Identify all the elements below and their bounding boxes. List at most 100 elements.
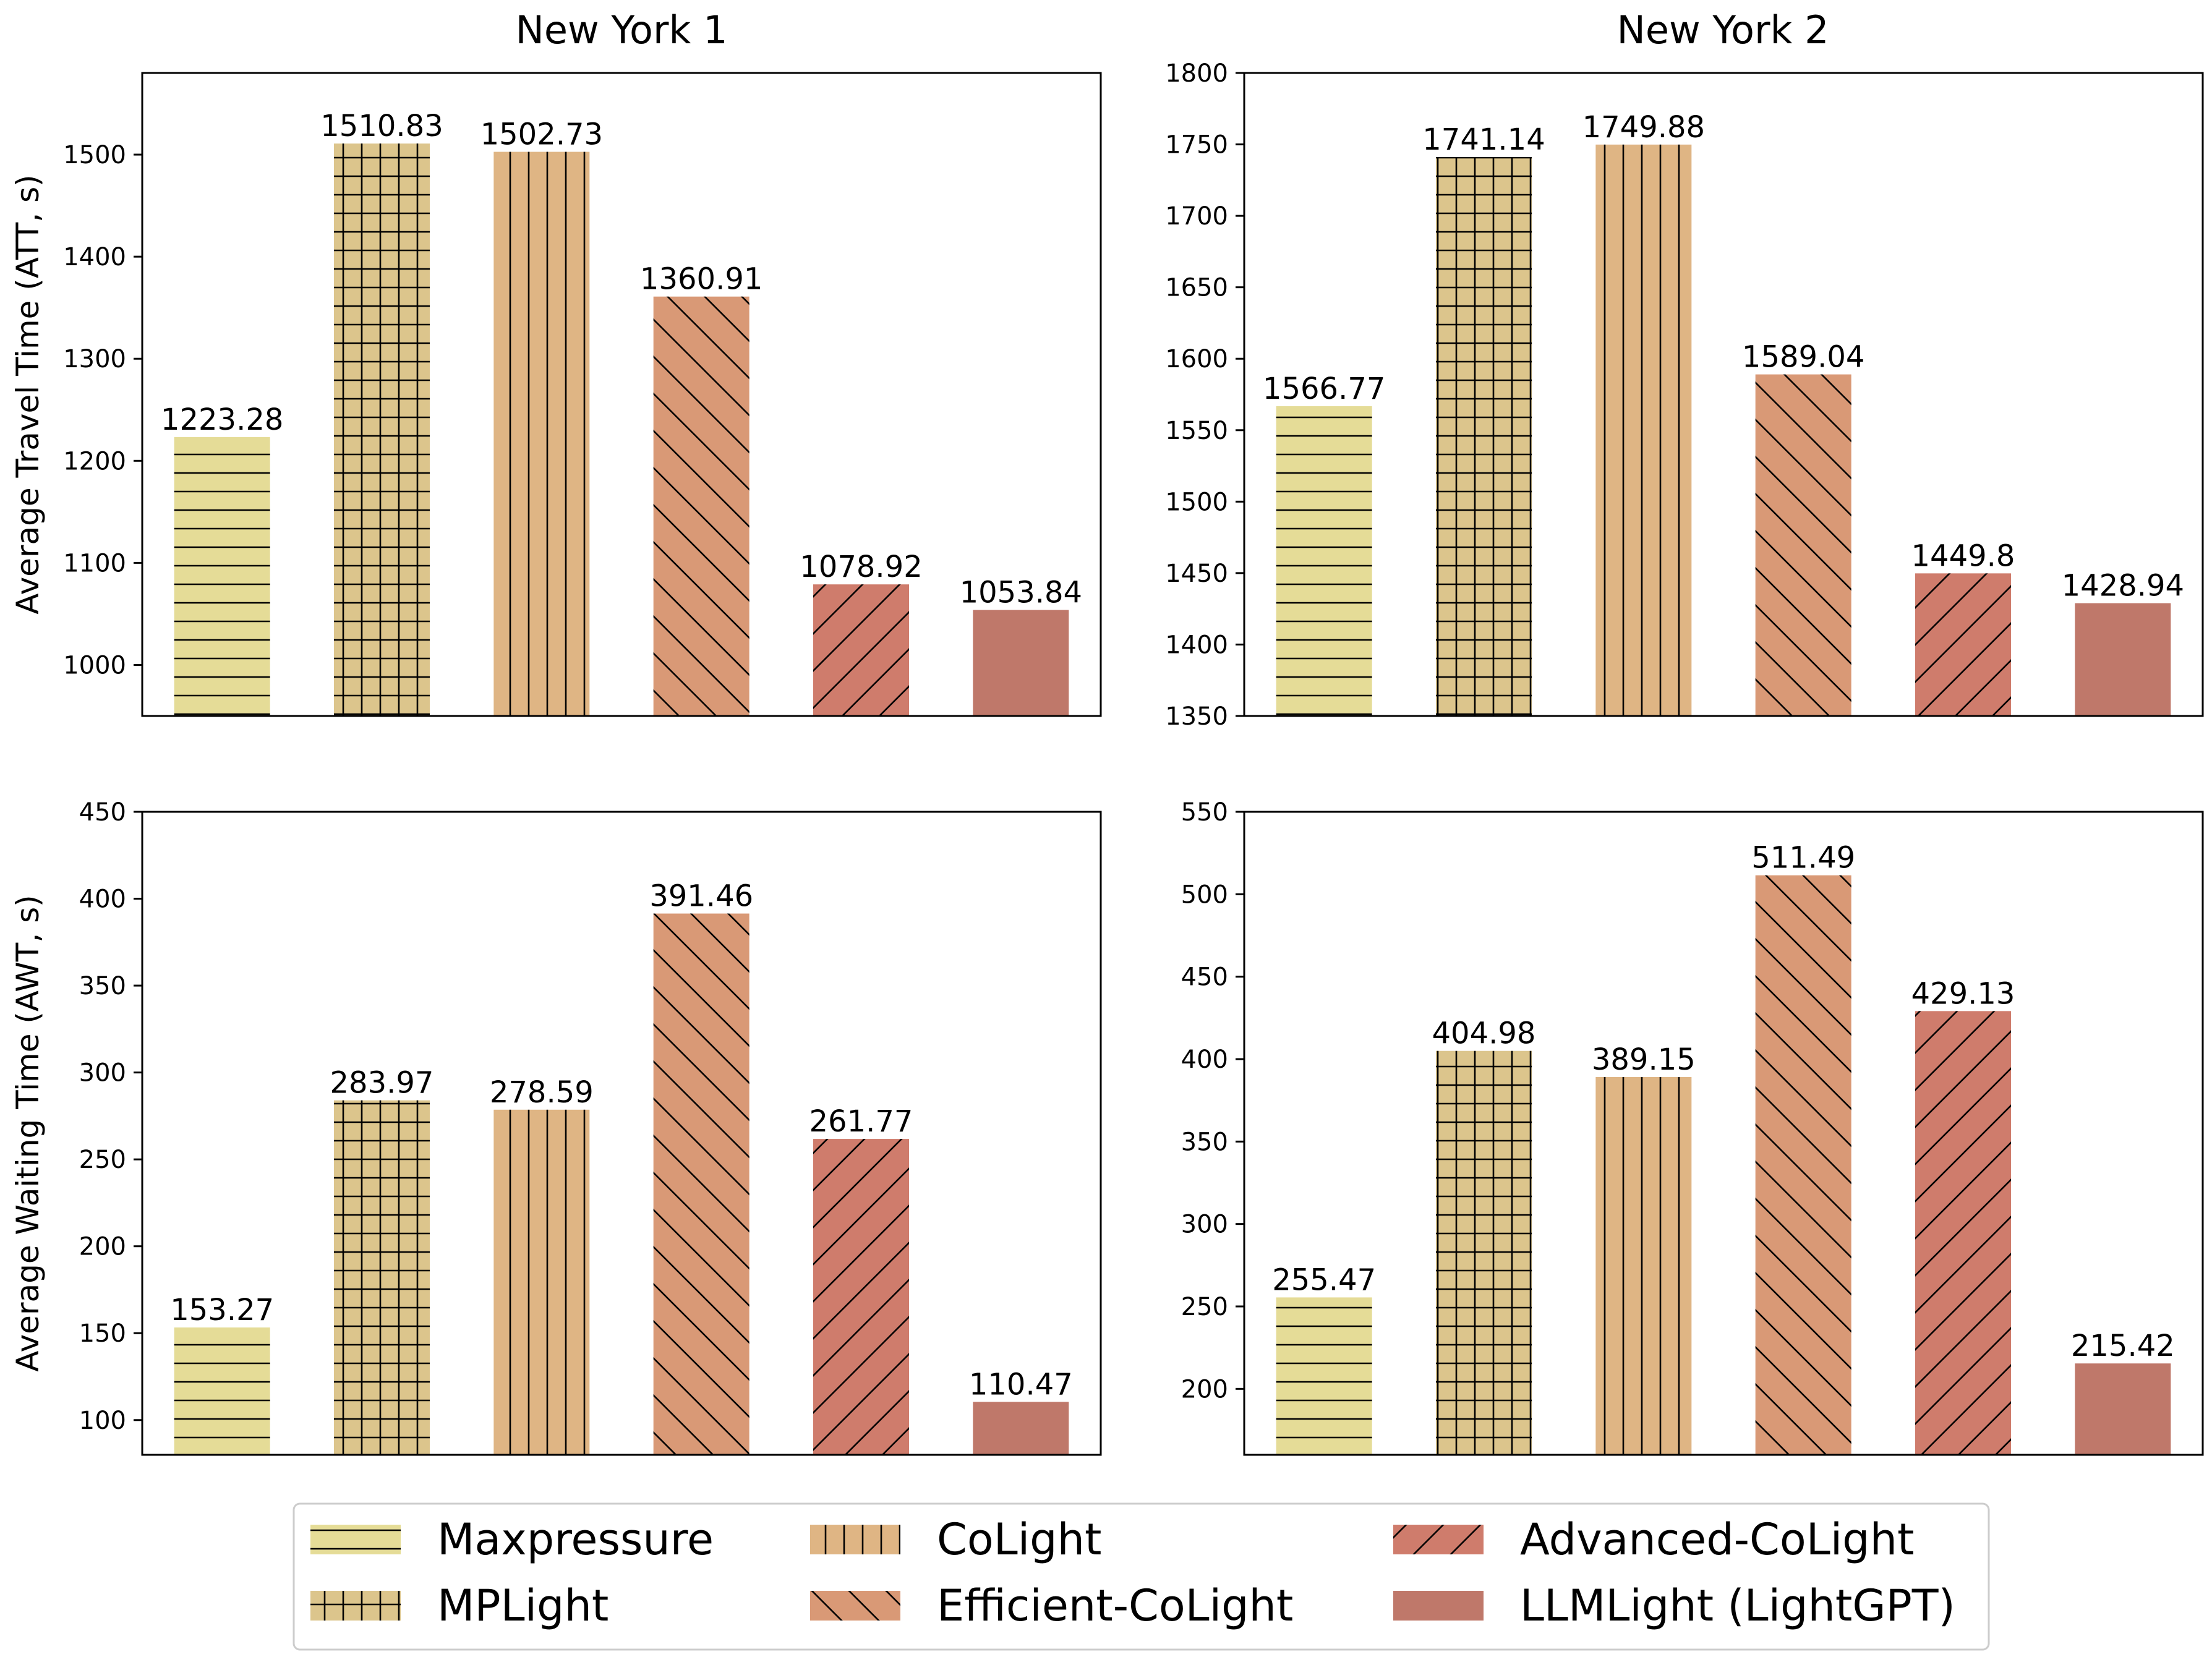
y-axis-label: Average Waiting Time (AWT, s) [10,895,46,1371]
value-label: 153.27 [170,1293,274,1327]
legend-item-mplight: MPLight [310,1580,609,1631]
y-tick-label: 450 [79,798,126,827]
bar-maxpressure-hatch [174,1327,270,1455]
value-label: 1510.83 [320,109,443,143]
chart-awt-new-york-2: 200 250 300 350 400 450 500 550 255.47 404.98 389.… [1181,798,2204,1456]
legend-swatch-hatch [310,1525,401,1554]
value-label: 389.15 [1592,1042,1696,1077]
bar-colight-hatch [493,151,590,716]
value-label: 1360.91 [640,262,763,297]
y-tick-label: 200 [1181,1375,1228,1404]
y-tick-label: 1600 [1165,345,1228,373]
bar-advanced-colight-hatch [813,584,909,716]
legend-label: LLMLight (LightGPT) [1520,1580,1955,1631]
y-tick-label: 250 [79,1146,126,1174]
value-label: 1566.77 [1263,372,1386,406]
y-tick-label: 1200 [63,447,126,475]
legend-item-efficient-colight: Efficient-CoLight [810,1580,1293,1631]
y-tick-label: 1000 [63,651,126,679]
legend-label: Advanced-CoLight [1520,1514,1914,1565]
legend-frame [293,1502,1990,1651]
bar-mplight-hatch [1436,157,1532,717]
bar-colight-hatch [1595,1076,1692,1455]
y-tick-label: 1700 [1165,202,1228,231]
chart-att-new-york-2: 1350 1400 1450 1500 1550 1600 1650 1700 1750 1800… [1165,59,2204,731]
legend-swatch-hatch [310,1591,401,1621]
bar-maxpressure-hatch [1276,406,1372,716]
y-tick-label: 1650 [1165,274,1228,302]
value-label: 1053.84 [960,576,1083,610]
bar-maxpressure-hatch [1276,1297,1372,1455]
axes-frame [1243,72,2204,717]
y-tick-label: 1750 [1165,131,1228,160]
bar-colight-hatch [493,1109,590,1455]
axes-frame [141,811,1102,1456]
legend-label: Maxpressure [437,1514,714,1565]
chart-awt-new-york-1: 100 150 200 250 300 350 400 450 153.27 283.97 278.… [10,798,1102,1456]
legend: Maxpressure MPLight CoLight Efficient-CoLig… [293,1502,1990,1651]
value-label: 429.13 [1911,976,2015,1011]
y-tick-label: 1400 [63,243,126,271]
value-label: 283.97 [330,1066,434,1101]
y-tick-label: 250 [1181,1293,1228,1321]
y-tick-label: 1300 [63,345,126,373]
value-label: 391.46 [649,879,753,914]
bar-efficient-colight-hatch [653,296,749,717]
legend-item-colight: CoLight [810,1514,1101,1565]
axes-frame [1243,811,2204,1456]
legend-swatch-hatch [1393,1525,1484,1554]
bar-mplight-hatch [1436,1050,1532,1455]
legend-swatch [1393,1591,1484,1621]
value-label: 404.98 [1432,1016,1536,1051]
y-tick-label: 1500 [1165,488,1228,516]
bar-efficient-colight-hatch [1755,374,1851,716]
y-tick-label: 100 [79,1407,126,1435]
bar-llmlight-lightgpt [2075,1363,2171,1455]
value-label: 110.47 [969,1367,1073,1402]
bar-advanced-colight-hatch [1915,1011,2011,1455]
chart-att-new-york-1: 1000 1100 1200 1300 1400 1500 1223.28 1510.83 15… [10,72,1102,717]
value-label: 1078.92 [800,550,923,584]
bar-colight-hatch [1595,144,1692,716]
y-tick-label: 1550 [1165,417,1228,445]
legend-item-advanced-colight: Advanced-CoLight [1393,1514,1914,1565]
bar-mplight-hatch [334,143,430,716]
y-tick-label: 1350 [1165,702,1228,731]
y-tick-label: 350 [79,972,126,1000]
y-tick-label: 500 [1181,880,1228,909]
y-tick-label: 1400 [1165,631,1228,659]
y-axis-label: Average Travel Time (ATT, s) [10,174,46,614]
bar-llmlight-lightgpt [973,610,1069,716]
y-tick-label: 150 [79,1319,126,1348]
value-label: 1449.8 [1911,539,2015,573]
legend-item-llmlight-lightgpt: LLMLight (LightGPT) [1393,1580,1955,1631]
value-label: 1223.28 [161,403,284,437]
legend-item-maxpressure: Maxpressure [310,1514,714,1565]
bar-llmlight-lightgpt [973,1402,1069,1455]
bar-efficient-colight-hatch [653,913,749,1455]
value-label: 1428.94 [2062,569,2185,603]
value-label: 1502.73 [480,117,604,152]
y-tick-label: 1100 [63,549,126,577]
bar-maxpressure-hatch [174,437,270,716]
y-tick-label: 550 [1181,798,1228,827]
value-label: 215.42 [2071,1329,2175,1363]
title-new-york-2: New York 2 [1616,7,1829,53]
y-tick-label: 1500 [63,141,126,169]
bar-llmlight-lightgpt [2075,603,2171,716]
value-label: 261.77 [809,1104,913,1139]
y-tick-label: 1800 [1165,59,1228,88]
value-label: 278.59 [490,1075,594,1110]
legend-label: Efficient-CoLight [937,1580,1293,1631]
value-label: 511.49 [1751,841,1855,875]
y-tick-label: 1450 [1165,560,1228,588]
bar-mplight-hatch [334,1100,430,1455]
y-tick-label: 200 [79,1233,126,1261]
axes-frame [141,72,1102,717]
value-label: 1741.14 [1422,122,1545,157]
y-tick-label: 400 [79,885,126,914]
legend-swatch-hatch [810,1525,900,1554]
legend-swatch-hatch [810,1591,900,1621]
y-tick-label: 350 [1181,1128,1228,1156]
